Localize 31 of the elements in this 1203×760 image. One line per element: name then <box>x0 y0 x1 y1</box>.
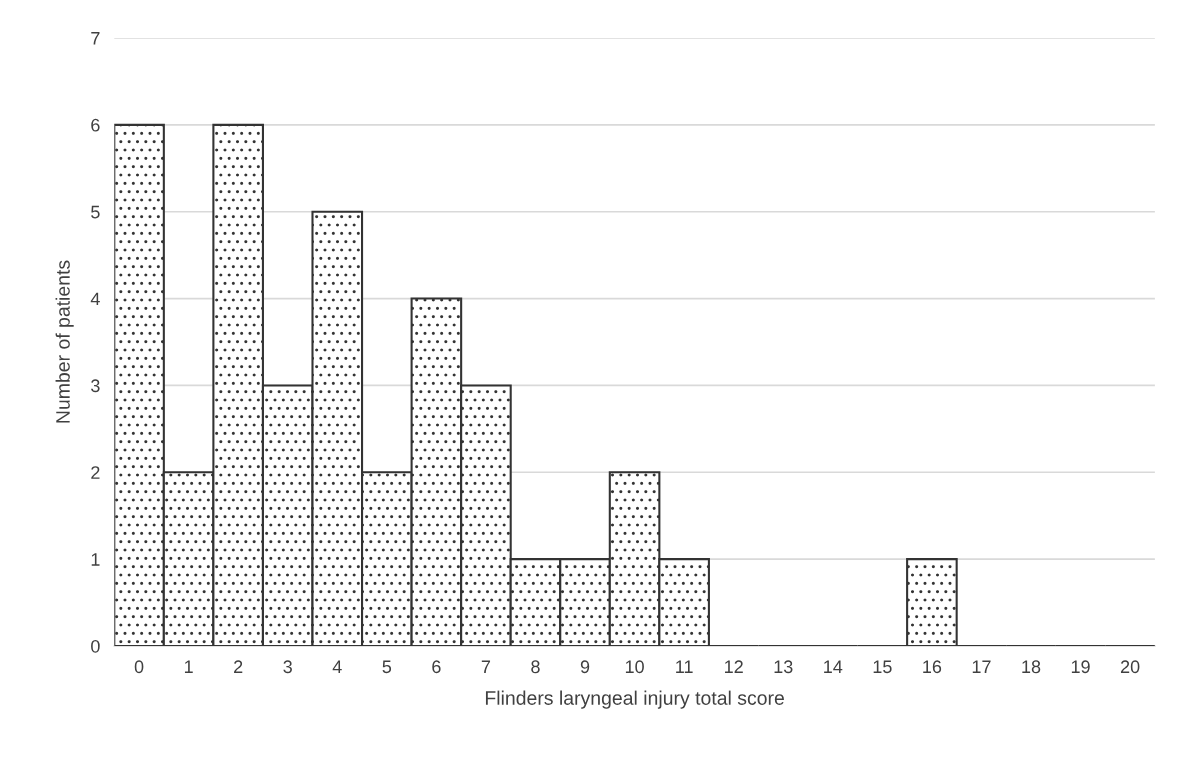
x-tick-label: 9 <box>580 660 590 674</box>
y-tick-label: 5 <box>91 205 100 219</box>
y-tick-label: 7 <box>91 32 100 45</box>
x-tick-label: 2 <box>234 660 243 673</box>
x-tick-label: 6 <box>432 660 441 674</box>
y-tick-label: 0 <box>91 639 100 653</box>
x-tick-label: 15 <box>873 660 892 674</box>
x-tick-label: 1 <box>184 660 193 673</box>
x-tick-label: 14 <box>824 660 843 673</box>
x-tick-label: 12 <box>725 660 743 673</box>
x-tick-label: 3 <box>283 660 292 674</box>
x-tick-label: 19 <box>1071 660 1090 674</box>
y-tick-label: 1 <box>91 553 100 566</box>
x-tick-label: 0 <box>134 660 144 674</box>
y-tick-label: 2 <box>91 466 100 479</box>
x-tick-label: 20 <box>1120 660 1140 674</box>
x-tick-label: 16 <box>923 660 942 674</box>
x-tick-label: 17 <box>972 660 991 673</box>
x-tick-label: 7 <box>481 660 491 673</box>
y-tick-label: 3 <box>91 379 100 393</box>
x-tick-label: 10 <box>625 660 644 674</box>
y-tick-label: 4 <box>90 292 100 306</box>
x-tick-label: 8 <box>531 660 540 674</box>
x-tick-label: 18 <box>1022 660 1041 674</box>
x-axis-title: Flinders laryngeal injury total score <box>485 690 784 709</box>
x-tick-label: 4 <box>332 660 342 673</box>
y-axis-title: Number of patients <box>55 260 74 423</box>
y-tick-label: 6 <box>91 118 100 132</box>
x-tick-label: 5 <box>382 660 392 674</box>
x-tick-label: 13 <box>774 660 793 674</box>
x-tick-label: 11 <box>676 660 693 673</box>
